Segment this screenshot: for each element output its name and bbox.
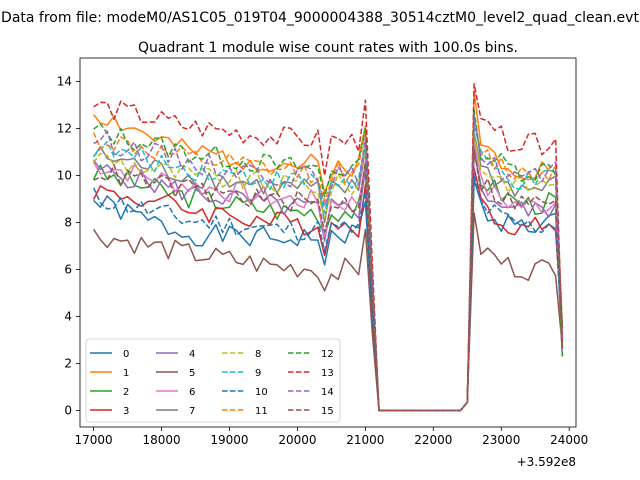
- axis-ticks: 17000 18000 19000 20000 21000 22000 23000 24000…: [57, 75, 589, 447]
- x-tick-label: 20000: [278, 433, 316, 447]
- y-tick-label: 12: [57, 122, 72, 136]
- legend-label-15: 15: [321, 406, 334, 417]
- legend-label-0: 0: [123, 349, 129, 360]
- legend-label-10: 10: [255, 387, 268, 398]
- y-tick-label: 4: [64, 310, 72, 324]
- y-tick-label: 14: [57, 75, 72, 89]
- legend-label-6: 6: [189, 387, 195, 398]
- legend-label-11: 11: [255, 406, 268, 417]
- legend-label-2: 2: [123, 387, 129, 398]
- series-layer: [92, 83, 564, 412]
- series-line-15: [93, 148, 564, 412]
- x-tick-label: 23000: [482, 433, 520, 447]
- x-tick-label: 19000: [210, 433, 248, 447]
- y-tick-label: 6: [64, 263, 72, 277]
- legend-label-14: 14: [321, 387, 334, 398]
- series-line-7: [92, 132, 564, 412]
- series-line-5: [92, 212, 564, 412]
- legend-label-12: 12: [321, 349, 334, 360]
- legend-label-7: 7: [189, 406, 195, 417]
- series-line-8: [92, 134, 564, 412]
- legend-label-4: 4: [189, 349, 195, 360]
- series-line-12: [93, 108, 564, 412]
- chart-title: Quadrant 1 module wise count rates with …: [138, 40, 518, 56]
- x-tick-label: 17000: [74, 433, 112, 447]
- legend-label-8: 8: [255, 349, 261, 360]
- chart-suptitle: Data from file: modeM0/AS1C05_019T04_900…: [1, 10, 639, 26]
- x-tick-label: 22000: [414, 433, 452, 447]
- y-tick-label: 0: [64, 404, 72, 418]
- y-tick-label: 2: [64, 357, 72, 371]
- series-line-9: [93, 125, 564, 412]
- legend-label-1: 1: [123, 368, 129, 379]
- y-tick-label: 10: [57, 169, 72, 183]
- x-tick-label: 18000: [142, 433, 180, 447]
- legend-label-3: 3: [123, 406, 129, 417]
- legend-label-9: 9: [255, 368, 261, 379]
- legend-label-13: 13: [321, 368, 334, 379]
- series-line-0: [93, 179, 564, 412]
- plot-area-frame: [79, 57, 577, 428]
- x-axis-offset-label: +3.592e8: [517, 455, 576, 469]
- series-line-13: [93, 83, 564, 412]
- series-line-10: [92, 174, 564, 412]
- legend-box: [85, 338, 341, 423]
- x-tick-label: 21000: [346, 433, 384, 447]
- x-tick-label: 24000: [550, 433, 588, 447]
- legend-label-5: 5: [189, 368, 195, 379]
- series-line-14: [93, 116, 564, 412]
- y-tick-label: 8: [64, 216, 72, 230]
